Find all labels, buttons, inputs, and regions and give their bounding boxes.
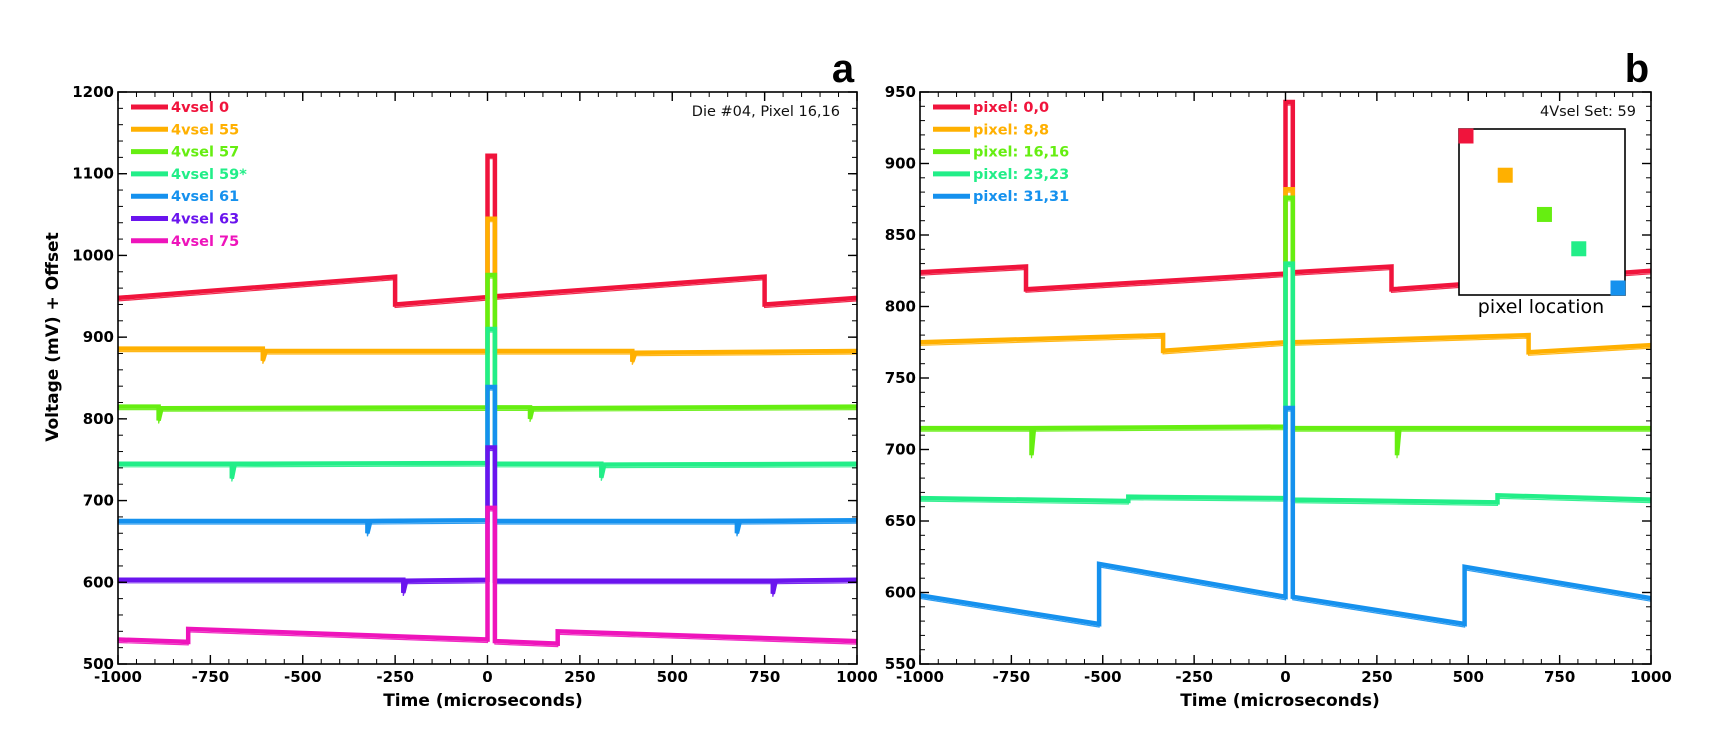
x-tick-label: -750 bbox=[192, 668, 230, 686]
series-noise-a-5 bbox=[118, 449, 858, 597]
y-tick-label: 900 bbox=[83, 328, 114, 346]
y-tick-label: 600 bbox=[83, 573, 114, 591]
panel-b-xlabel: Time (microseconds) bbox=[1180, 691, 1380, 711]
panel-a-letter: a bbox=[832, 47, 855, 91]
y-tick-label: 800 bbox=[885, 298, 916, 316]
x-tick-label: 250 bbox=[1361, 668, 1392, 686]
y-tick-label: 550 bbox=[885, 655, 916, 673]
pixel-location-inset: pixel location bbox=[1458, 128, 1626, 318]
panel-b: -1000 -750 -500 -250 0 250 500 750 1000 550 600 650… bbox=[885, 47, 1672, 711]
x-tick-label: 1000 bbox=[1630, 668, 1672, 686]
series-noise-a-4 bbox=[118, 389, 858, 537]
legend-label: pixel: 23,23 bbox=[973, 167, 1069, 183]
panel-a-annotation: Die #04, Pixel 16,16 bbox=[692, 104, 840, 120]
y-tick-label: 1200 bbox=[72, 83, 114, 101]
x-tick-label: 750 bbox=[749, 668, 780, 686]
x-tick-label: 0 bbox=[482, 668, 492, 686]
y-tick-label: 500 bbox=[83, 655, 114, 673]
y-tick-label: 700 bbox=[885, 441, 916, 459]
series-noise-a-1 bbox=[118, 221, 858, 365]
y-tick-label: 850 bbox=[885, 226, 916, 244]
x-tick-label: -250 bbox=[376, 668, 414, 686]
pixel-marker bbox=[1536, 206, 1552, 222]
x-tick-label: -500 bbox=[1084, 668, 1122, 686]
y-tick-label: 750 bbox=[885, 369, 916, 387]
x-tick-label: -1000 bbox=[896, 668, 944, 686]
panel-b-plot-area: -1000 -750 -500 -250 0 250 500 750 1000 550 600 650… bbox=[885, 83, 1672, 686]
series-noise-a-6 bbox=[117, 510, 858, 648]
x-tick-label: 500 bbox=[1453, 668, 1484, 686]
legend-label: 4vsel 0 bbox=[171, 100, 229, 116]
series-noise-b-0 bbox=[919, 104, 1652, 293]
x-tick-label: 250 bbox=[564, 668, 595, 686]
y-tick-label: 1100 bbox=[72, 165, 114, 183]
panel-b-annotation: 4Vsel Set: 59 bbox=[1540, 104, 1636, 120]
legend-label: 4vsel 59* bbox=[171, 167, 247, 183]
pixel-marker bbox=[1610, 280, 1626, 296]
x-tick-label: 0 bbox=[1280, 668, 1290, 686]
legend-label: pixel: 31,31 bbox=[973, 189, 1069, 205]
pixel-location-caption: pixel location bbox=[1478, 296, 1604, 318]
legend-label: 4vsel 61 bbox=[171, 189, 239, 205]
x-tick-label: 750 bbox=[1544, 668, 1575, 686]
legend-label: 4vsel 63 bbox=[171, 212, 239, 228]
legend-label: 4vsel 55 bbox=[171, 122, 239, 138]
pixel-marker bbox=[1497, 167, 1513, 183]
panel-a: -1000 -750 -500 -250 0 250 500 750 1000 500 600 700… bbox=[43, 47, 878, 711]
legend-label: pixel: 16,16 bbox=[973, 145, 1069, 161]
y-tick-label: 1000 bbox=[72, 246, 114, 264]
legend-label: pixel: 0,0 bbox=[973, 100, 1049, 116]
legend-label: pixel: 8,8 bbox=[973, 122, 1049, 138]
panel-a-xlabel: Time (microseconds) bbox=[383, 691, 583, 711]
series-noise-a-3 bbox=[118, 331, 858, 482]
pixel-marker bbox=[1458, 128, 1474, 144]
x-tick-label: -750 bbox=[993, 668, 1031, 686]
legend-label: 4vsel 75 bbox=[171, 234, 239, 250]
y-tick-label: 900 bbox=[885, 155, 916, 173]
x-tick-label: -1000 bbox=[94, 668, 142, 686]
panel-a-plot-area: -1000 -750 -500 -250 0 250 500 750 1000 500 600 700… bbox=[72, 83, 878, 686]
y-tick-label: 700 bbox=[83, 492, 114, 510]
series-noise-b-2 bbox=[920, 200, 1651, 459]
x-tick-label: -500 bbox=[284, 668, 322, 686]
pixel-marker bbox=[1571, 241, 1587, 257]
y-tick-label: 800 bbox=[83, 410, 114, 428]
pixel-location-markers bbox=[1458, 128, 1626, 296]
y-tick-label: 650 bbox=[885, 512, 916, 530]
x-tick-label: 1000 bbox=[836, 668, 878, 686]
panel-b-letter: b bbox=[1625, 47, 1649, 91]
series-noise-a-0 bbox=[117, 158, 858, 309]
series-noise-b-4 bbox=[919, 410, 1652, 628]
series-noise-b-3 bbox=[919, 266, 1652, 507]
y-tick-label: 950 bbox=[885, 83, 916, 101]
series-noise-b-1 bbox=[919, 191, 1652, 356]
panel-a-ylabel: Voltage (mV) + Offset bbox=[43, 232, 63, 441]
x-tick-label: -250 bbox=[1175, 668, 1213, 686]
x-tick-label: 500 bbox=[657, 668, 688, 686]
series-noise-a-2 bbox=[118, 277, 858, 424]
legend-label: 4vsel 57 bbox=[171, 145, 239, 161]
y-tick-label: 600 bbox=[885, 584, 916, 602]
